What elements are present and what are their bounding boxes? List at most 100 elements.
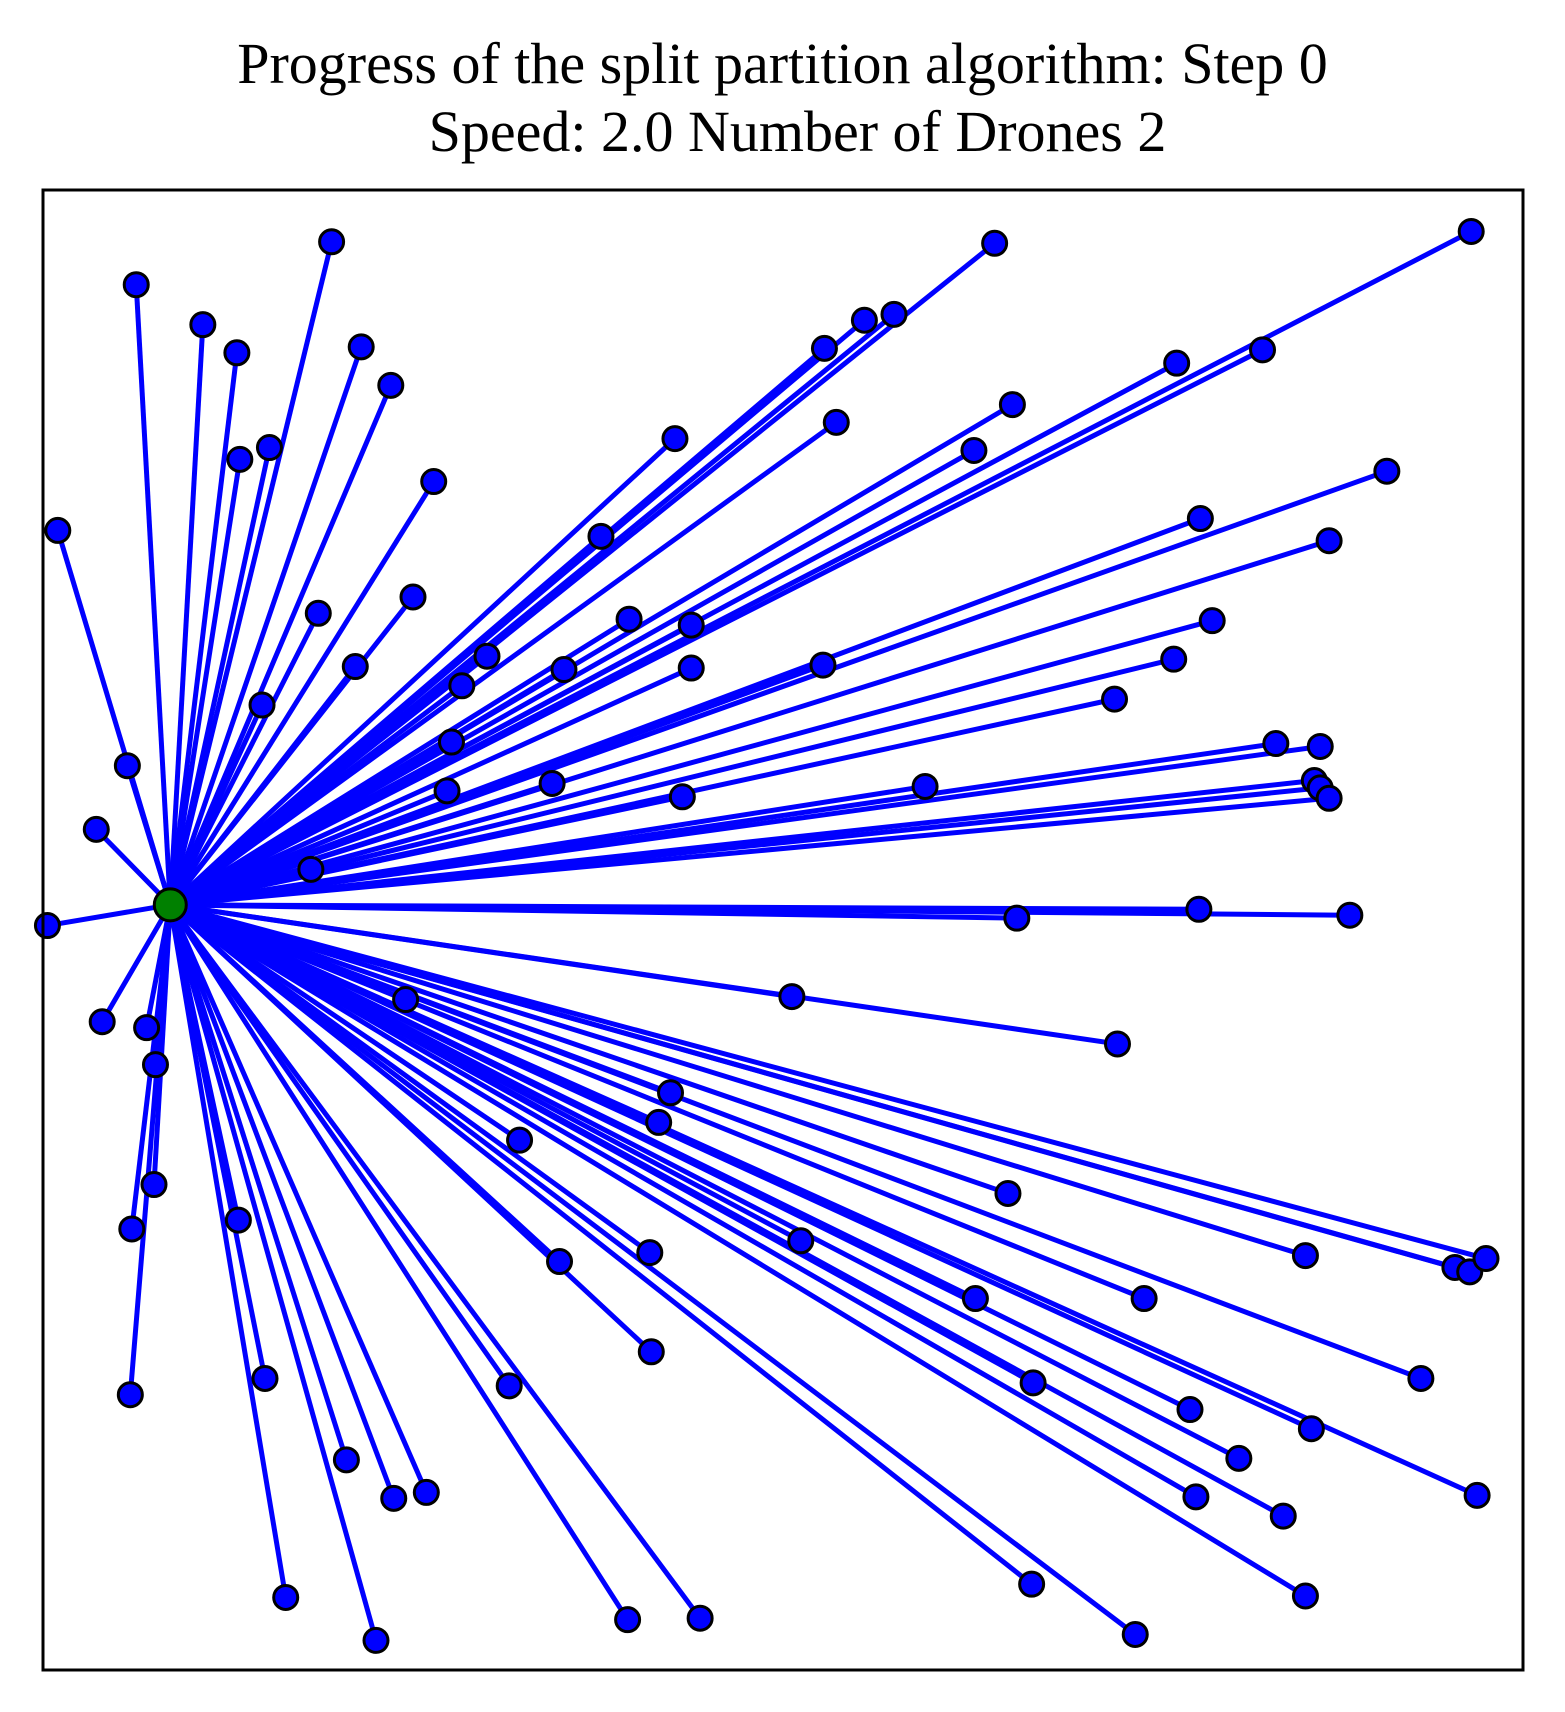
waypoint-marker	[332, 1446, 360, 1474]
route-edge	[169, 665, 693, 908]
route-edge	[168, 665, 358, 907]
waypoint-marker	[272, 1583, 300, 1611]
waypoint-marker	[1291, 1582, 1319, 1610]
waypoint-marker	[1163, 349, 1191, 377]
route-edge	[167, 346, 364, 906]
waypoint-marker	[810, 334, 838, 362]
waypoint-marker	[140, 1171, 168, 1199]
waypoint-marker	[1315, 784, 1343, 812]
route-edge	[169, 902, 1198, 1500]
waypoint-marker	[1185, 895, 1213, 923]
route-edge	[169, 656, 1175, 908]
route-edge	[94, 827, 173, 907]
route-edge	[168, 902, 1307, 1599]
route-edge	[167, 904, 379, 1642]
waypoint-marker	[1003, 904, 1031, 932]
route-edge	[167, 904, 349, 1461]
route-edge	[169, 902, 1118, 1047]
route-edge	[168, 420, 838, 907]
waypoint-marker	[880, 300, 908, 328]
waypoint-marker	[1315, 527, 1343, 555]
route-edge	[168, 703, 265, 906]
waypoint-marker	[433, 777, 461, 805]
route-edge	[167, 903, 429, 1494]
waypoint-marker	[33, 912, 61, 940]
waypoint-marker	[1306, 732, 1334, 760]
waypoint-marker	[1018, 1570, 1046, 1598]
waypoint-marker	[550, 656, 578, 684]
waypoint-marker	[1160, 645, 1188, 673]
depot-layer	[152, 887, 188, 923]
route-edge	[169, 902, 1240, 1461]
route-edge	[168, 903, 653, 1354]
waypoint-marker	[88, 1008, 116, 1036]
route-edge	[167, 458, 243, 906]
route-edge	[169, 902, 1471, 1275]
waypoint-marker	[189, 311, 217, 339]
route-edge	[169, 902, 1146, 1301]
waypoint-marker	[141, 1051, 169, 1079]
route-edge	[169, 696, 1116, 908]
route-edge	[167, 352, 240, 906]
waypoint-marker	[961, 1285, 989, 1313]
waypoint-marker	[1121, 1620, 1149, 1648]
route-edge	[169, 902, 1009, 1196]
waypoint-marker	[1457, 217, 1485, 245]
route-edge	[170, 795, 1330, 908]
plot-frame	[41, 188, 1525, 1672]
route-edge	[169, 347, 1264, 908]
route-edge	[167, 241, 335, 906]
waypoint-marker	[448, 672, 476, 700]
route-edge	[169, 902, 1307, 1258]
waypoint-marker	[1336, 901, 1364, 929]
route-edge	[47, 902, 171, 929]
waypoint-marker	[1407, 1364, 1435, 1392]
waypoint-marker	[615, 605, 643, 633]
waypoint-marker	[778, 983, 806, 1011]
waypoint-marker	[248, 691, 276, 719]
waypoint-marker	[637, 1338, 665, 1366]
waypoint-marker	[347, 333, 375, 361]
route-edge	[167, 446, 272, 906]
chart-title-block: Progress of the split partition algorith…	[0, 30, 1565, 166]
route-edge	[133, 284, 173, 905]
waypoint-marker	[226, 445, 254, 473]
route-edge	[168, 902, 1137, 1637]
waypoint-marker	[645, 1108, 673, 1136]
waypoint-marker	[1186, 505, 1214, 533]
waypoint-marker	[224, 1206, 252, 1234]
waypoint-marker	[546, 1248, 574, 1276]
waypoint-marker	[661, 425, 689, 453]
route-edge	[169, 468, 1388, 908]
waypoint-marker	[116, 1381, 144, 1409]
waypoint-marker	[1472, 1245, 1500, 1273]
route-edge	[169, 902, 1422, 1381]
waypoint-marker	[787, 1227, 815, 1255]
waypoint-marker	[960, 436, 988, 464]
route-edge	[167, 324, 206, 905]
route-edge	[169, 516, 1202, 908]
route-edge	[170, 902, 1350, 918]
waypoint-marker	[1101, 685, 1129, 713]
waypoint-marker	[994, 1179, 1022, 1207]
waypoint-marker	[981, 229, 1009, 257]
route-edge	[168, 903, 630, 1622]
waypoint-marker	[362, 1626, 390, 1654]
route-edge	[168, 902, 1034, 1587]
waypoint-marker	[677, 654, 705, 682]
waypoint-marker	[1176, 1396, 1204, 1424]
waypoint-marker	[809, 651, 837, 679]
route-edge	[169, 744, 1321, 908]
waypoint-marker	[657, 1079, 685, 1107]
waypoint-marker	[341, 653, 369, 681]
waypoint-marker	[1373, 457, 1401, 485]
waypoint-marker	[297, 855, 325, 883]
waypoint-marker	[304, 599, 332, 627]
waypoint-marker	[318, 228, 346, 256]
route-edge	[168, 903, 703, 1620]
waypoint-marker	[392, 986, 420, 1014]
waypoint-marker	[473, 642, 501, 670]
waypoint-marker	[412, 1478, 440, 1506]
route-edge	[169, 402, 1014, 907]
waypoint-marker	[1103, 1030, 1131, 1058]
